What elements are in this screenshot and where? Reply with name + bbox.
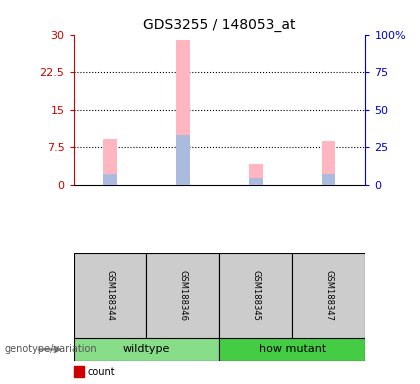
FancyBboxPatch shape: [74, 338, 220, 361]
Text: how mutant: how mutant: [259, 344, 326, 354]
Bar: [322, 174, 336, 185]
Bar: [103, 174, 117, 185]
Text: count: count: [87, 367, 115, 377]
Text: GSM188345: GSM188345: [252, 270, 260, 321]
Bar: [249, 164, 262, 185]
Title: GDS3255 / 148053_at: GDS3255 / 148053_at: [143, 18, 296, 32]
FancyBboxPatch shape: [74, 253, 147, 338]
Bar: [176, 135, 189, 185]
Text: wildtype: wildtype: [123, 344, 170, 354]
Text: GSM188347: GSM188347: [324, 270, 333, 321]
Bar: [176, 40, 189, 185]
FancyBboxPatch shape: [220, 253, 292, 338]
FancyBboxPatch shape: [292, 253, 365, 338]
Text: GSM188346: GSM188346: [178, 270, 187, 321]
Bar: [322, 141, 336, 185]
Text: genotype/variation: genotype/variation: [4, 344, 97, 354]
Text: GSM188344: GSM188344: [105, 270, 115, 321]
FancyBboxPatch shape: [220, 338, 365, 361]
FancyBboxPatch shape: [147, 253, 220, 338]
Bar: [249, 177, 262, 185]
Bar: [103, 139, 117, 185]
